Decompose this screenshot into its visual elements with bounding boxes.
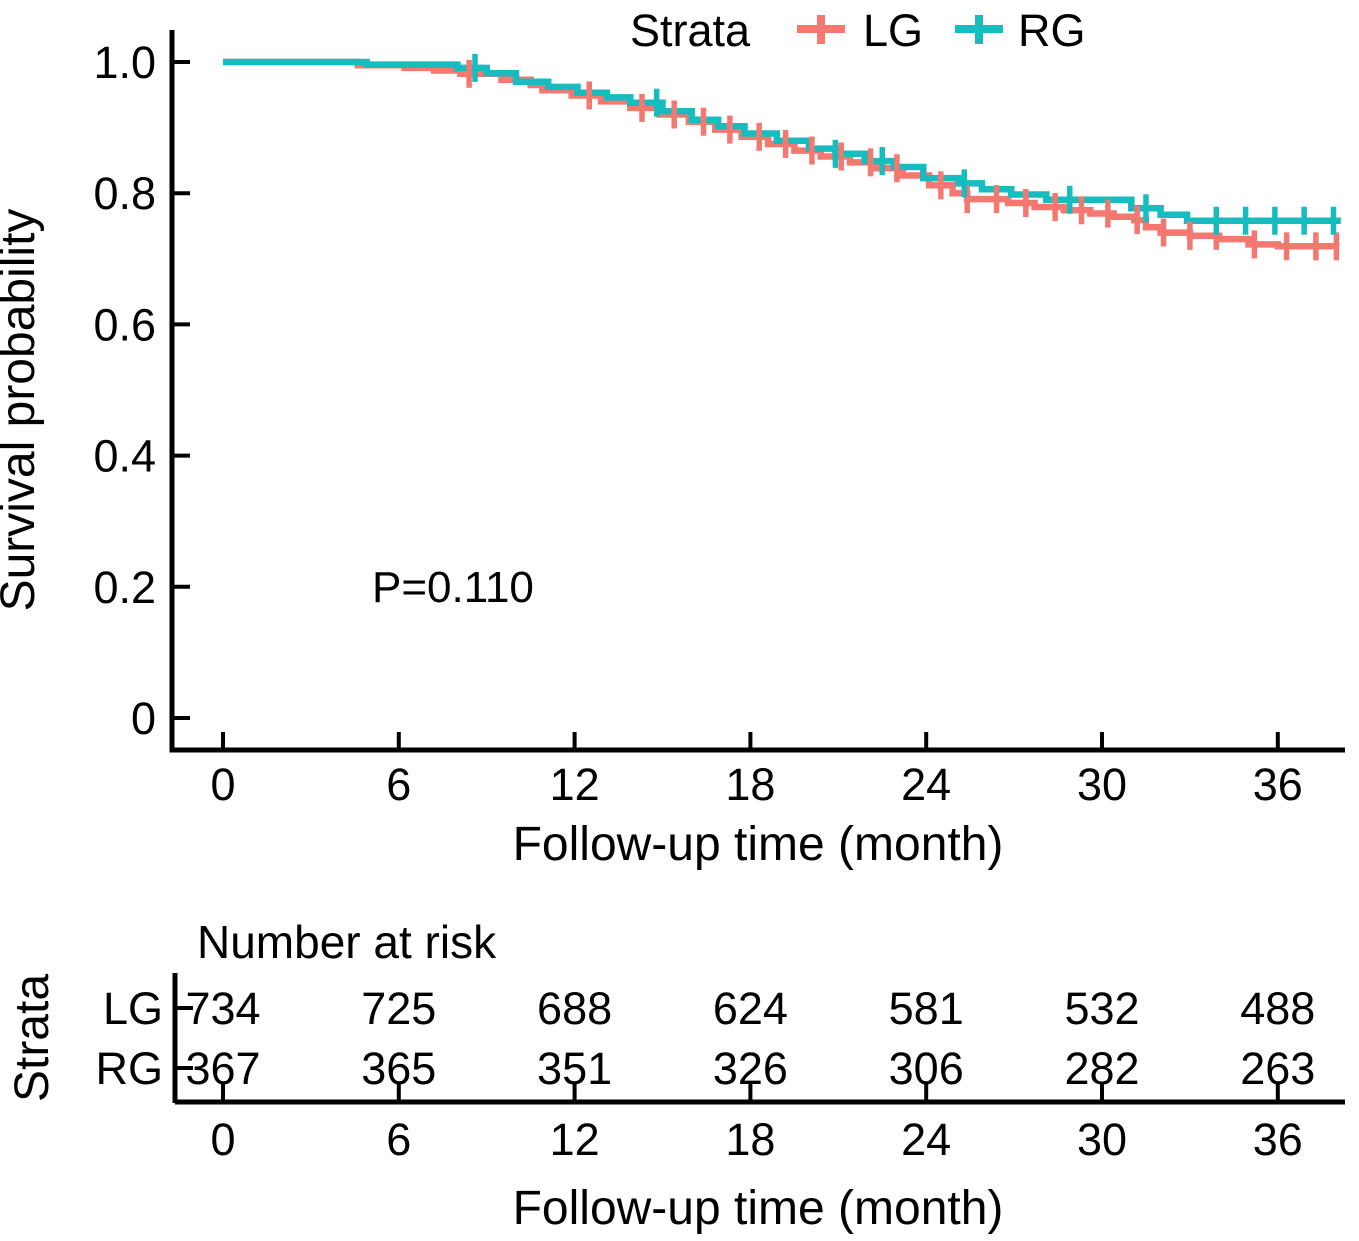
x-axis-title: Follow-up time (month)	[513, 818, 1004, 871]
risk-x-tick-label: 6	[386, 1114, 411, 1165]
x-tick-label: 12	[550, 759, 600, 810]
risk-count: 688	[537, 983, 612, 1034]
risk-x-tick-label: 24	[901, 1114, 951, 1165]
risk-x-axis-title: Follow-up time (month)	[513, 1182, 1004, 1235]
risk-row-lg-label: LG	[103, 983, 163, 1034]
main-plot: 0 0.2 0.4 0.6 0.8 1.0 0 6 12 18 24 30 36 P=0.110 Sur…	[0, 30, 1345, 871]
main-axes	[169, 30, 1345, 753]
legend: Strata LG RG	[630, 5, 1086, 56]
curve-lg	[223, 58, 1340, 250]
legend-title: Strata	[630, 5, 751, 56]
risk-count: 725	[361, 983, 436, 1034]
risk-count: 734	[185, 983, 260, 1034]
y-tick-label: 0.2	[93, 562, 156, 613]
main-axis-lines	[169, 30, 1345, 753]
risk-count: 581	[889, 983, 964, 1034]
risk-x-tick-label: 30	[1077, 1114, 1127, 1165]
risk-x-tick-label: 0	[210, 1114, 235, 1165]
x-tick-label: 0	[210, 759, 235, 810]
risk-x-tick-label: 12	[550, 1114, 600, 1165]
y-tick-label: 0.6	[93, 299, 156, 350]
risk-count: 488	[1240, 983, 1315, 1034]
legend-item-lg-label: LG	[863, 5, 923, 56]
risk-x-tick-label: 18	[725, 1114, 775, 1165]
pvalue-text: P=0.110	[372, 563, 534, 612]
x-tick-label: 6	[386, 759, 411, 810]
y-tick-label: 1.0	[93, 37, 156, 88]
risk-table: Number at risk Strata LG RG 734 725 688 624…	[6, 916, 1345, 1235]
y-tick-label: 0.4	[93, 431, 156, 482]
y-tick-label: 0	[131, 693, 156, 744]
legend-item-lg: LG	[797, 5, 923, 56]
curve-rg	[223, 58, 1341, 225]
x-tick-label: 24	[901, 759, 951, 810]
risk-axis-ticks: 0 6 12 18 24 30 36	[210, 1084, 1303, 1165]
risk-row-rg-label: RG	[96, 1043, 164, 1094]
y-axis-title: Survival probability	[0, 209, 45, 612]
survival-curves	[223, 58, 1341, 250]
risk-count: 532	[1064, 983, 1139, 1034]
risk-x-tick-label: 36	[1253, 1114, 1303, 1165]
risk-axes	[172, 973, 1345, 1105]
x-tick-label: 18	[725, 759, 775, 810]
risk-table-title: Number at risk	[197, 916, 497, 968]
main-axis-ticks: 0 0.2 0.4 0.6 0.8 1.0 0 6 12 18 24 30 36	[93, 37, 1302, 810]
legend-item-rg: RG	[955, 5, 1086, 56]
censor-marks	[466, 53, 1340, 261]
legend-item-rg-label: RG	[1018, 5, 1086, 56]
y-tick-label: 0.8	[93, 168, 156, 219]
risk-strata-axis-title: Strata	[6, 974, 59, 1102]
x-tick-label: 36	[1253, 759, 1303, 810]
risk-count: 624	[713, 983, 788, 1034]
x-tick-label: 30	[1077, 759, 1127, 810]
